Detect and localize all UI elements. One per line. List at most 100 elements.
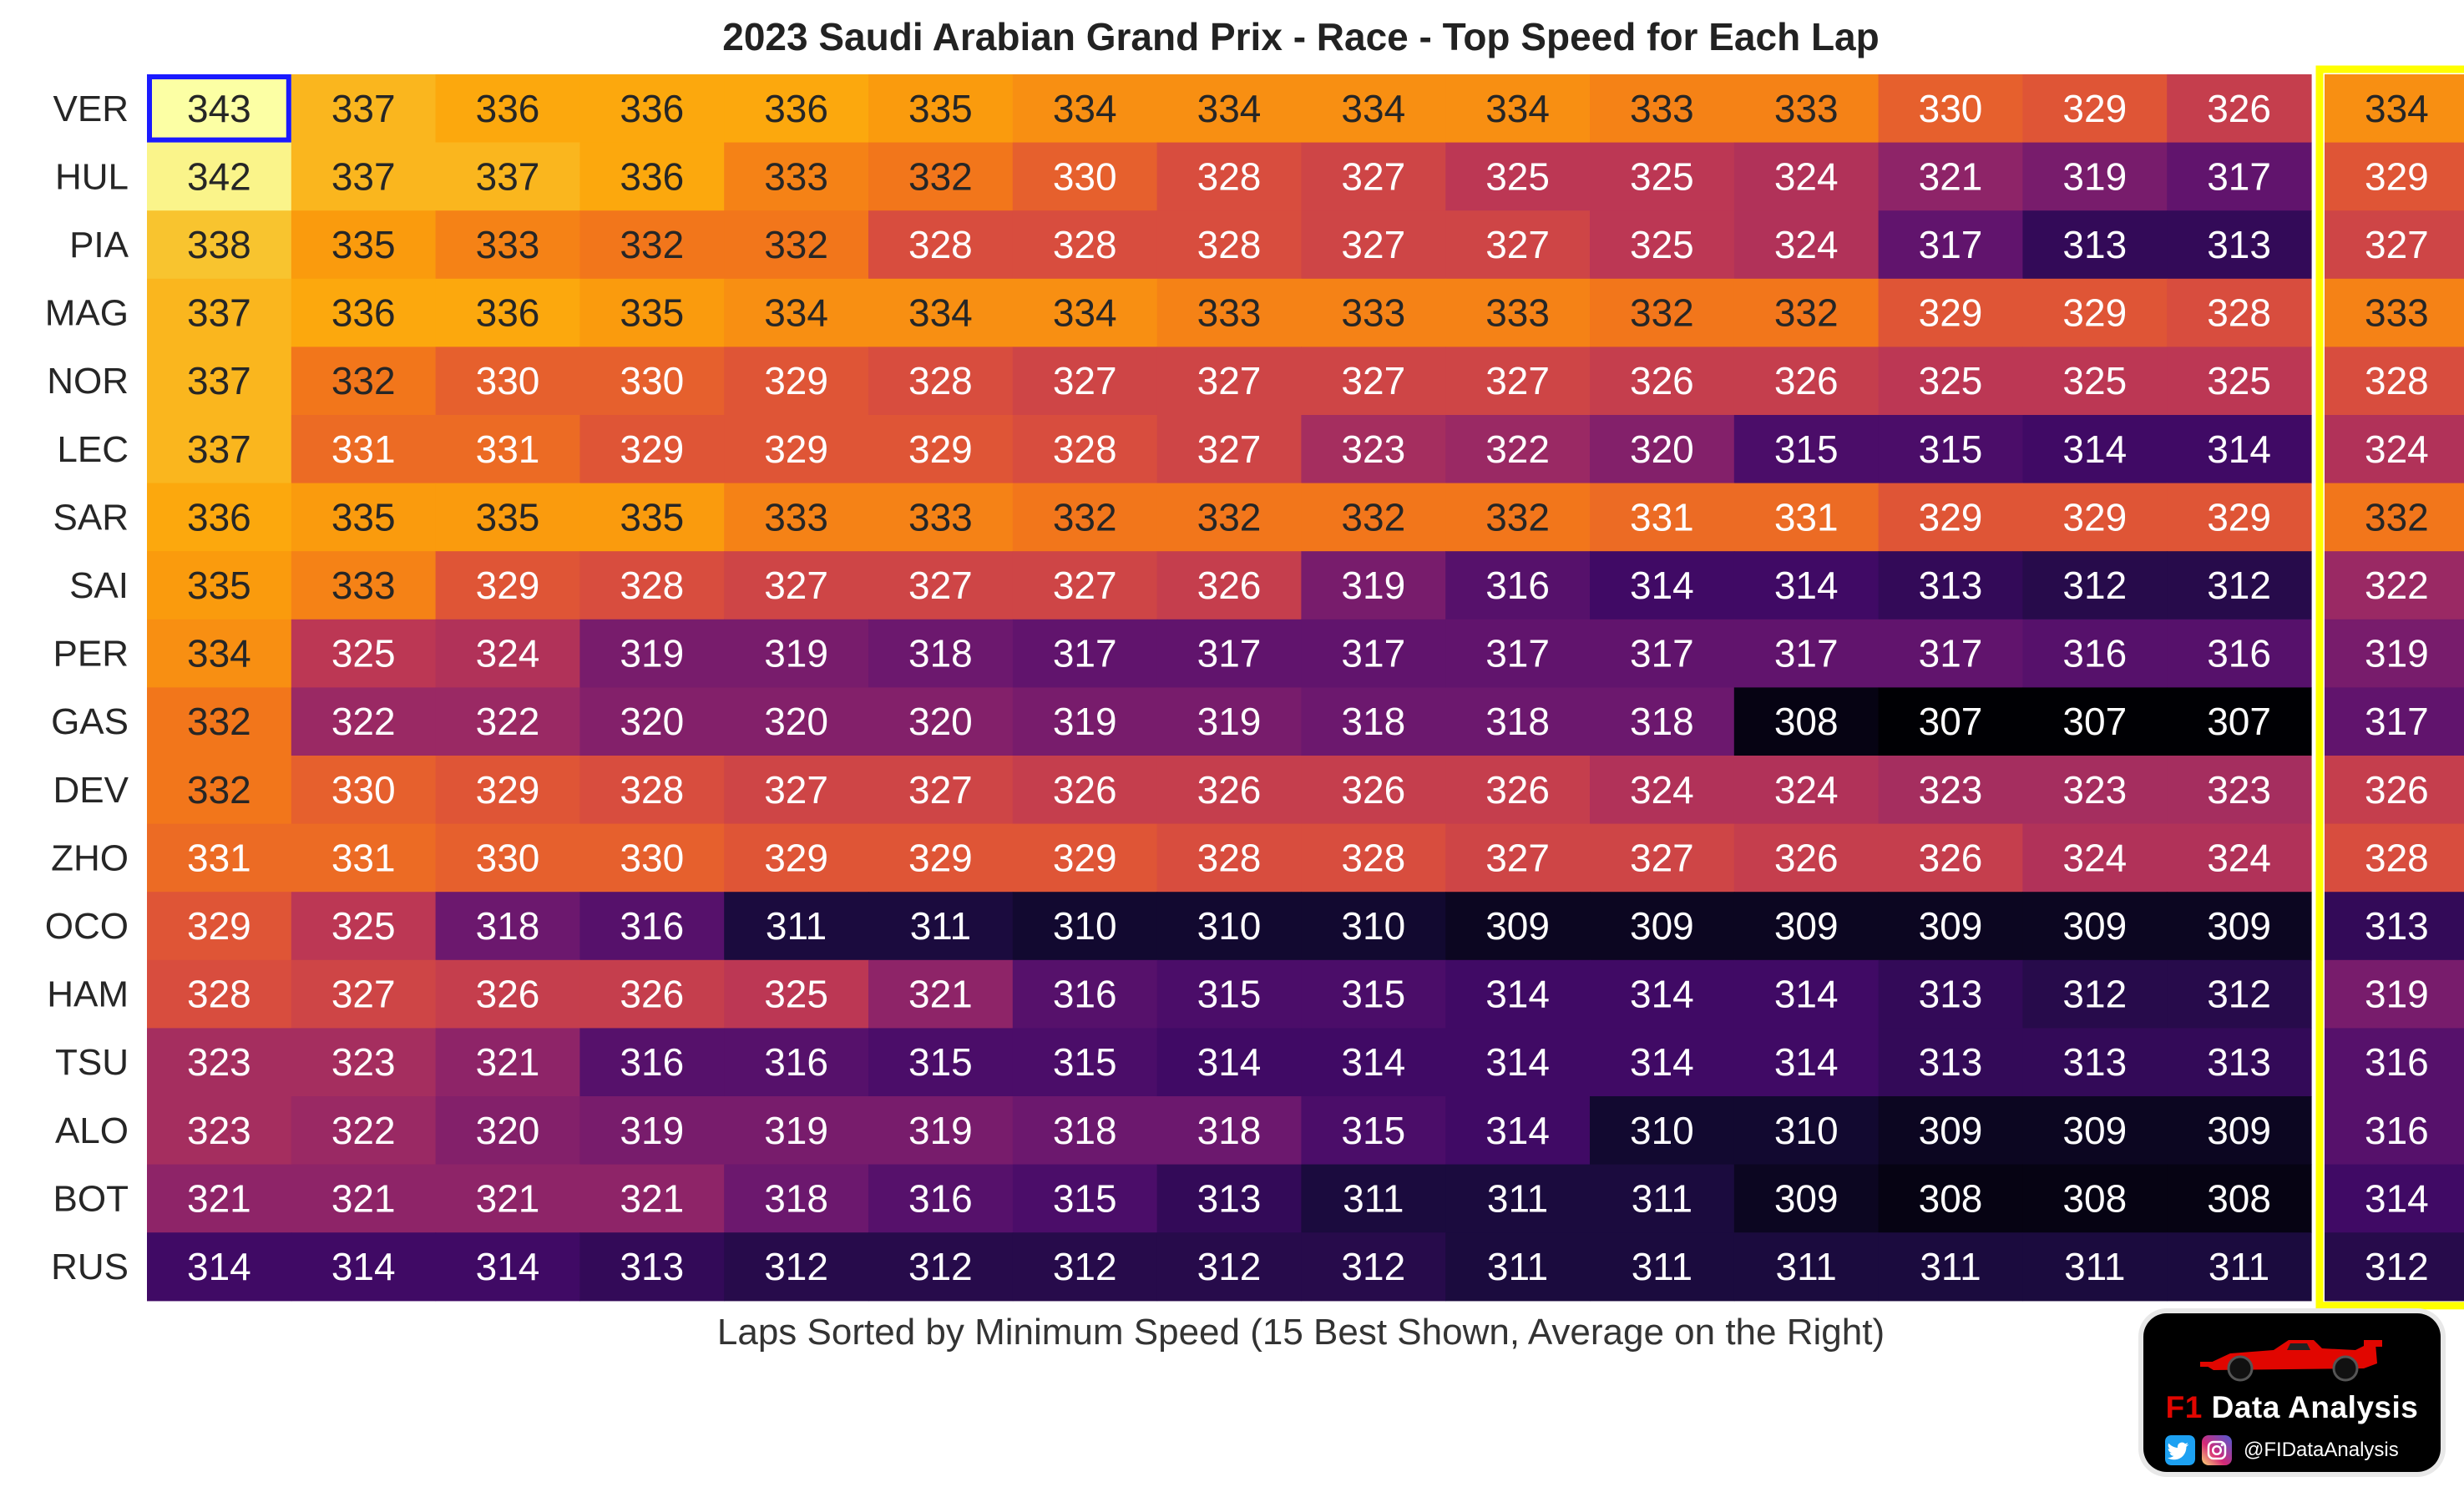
cell-value: 331 [1630,495,1694,539]
cell-value: 334 [908,291,973,335]
heatmap-cell [291,1028,437,1097]
average-cell [2325,756,2464,825]
cell-value: 314 [2062,427,2127,471]
cell-value: 324 [476,632,540,675]
heatmap-cell [868,1232,1014,1302]
cell-value: 316 [2207,632,2271,675]
heatmap-cell [1878,1232,2023,1302]
cell-value: 329 [2062,291,2127,335]
cell-value: 322 [1485,427,1550,471]
cell-value: 316 [2062,632,2127,675]
cell-value: 342 [187,154,251,198]
average-cell [2325,959,2464,1029]
average-value: 332 [2365,495,2429,539]
cell-value: 323 [187,1109,251,1152]
heatmap-cell [1733,551,1880,620]
heatmap-cell [1878,619,2023,688]
heatmap-cell [2022,959,2168,1029]
heatmap-cell [868,210,1014,280]
cell-value: 337 [476,154,540,198]
cell-value: 329 [2062,495,2127,539]
heatmap-cell [1445,551,1591,620]
heatmap-cell [291,278,437,347]
cell-value: 329 [908,427,973,471]
cell-value: 337 [187,291,251,335]
heatmap-cell [147,823,292,893]
cell-value: 318 [1197,1109,1262,1152]
cell-value: 329 [2062,87,2127,130]
average-value: 327 [2365,223,2429,266]
cell-value: 311 [1632,1176,1692,1220]
cell-value: 317 [1774,632,1839,675]
heatmap-cell [291,142,437,211]
cell-value: 331 [476,427,540,471]
cell-value: 332 [331,359,396,402]
heatmap-cell [147,551,292,620]
heatmap-cell [1733,210,1880,280]
cell-value: 314 [1630,564,1694,607]
heatmap-cell [1445,346,1591,416]
f1-data-analysis-logo: F1 Data Analysis @FIDataAnalysis [2143,1313,2441,1472]
heatmap-cell [579,892,725,961]
heatmap-cell [1301,210,1446,280]
cell-value: 332 [1774,291,1839,335]
heatmap-cell [868,823,1014,893]
cell-value: 328 [908,223,973,266]
average-value: 317 [2365,700,2429,743]
cell-value: 333 [476,223,540,266]
heatmap-cell [2022,619,2168,688]
cell-value: 343 [187,87,251,130]
cell-value: 327 [331,973,396,1016]
cell-value: 331 [187,836,251,879]
heatmap-cell [724,1096,869,1166]
cell-value: 327 [1341,154,1405,198]
logo-brand-name: Data Analysis [2202,1390,2419,1424]
heatmap-cell [1156,823,1302,893]
cell-value: 337 [331,87,396,130]
heatmap-cell [1733,1164,1880,1233]
heatmap-cell [1301,551,1446,620]
cell-value: 311 [910,904,971,948]
cell-value: 337 [187,359,251,402]
cell-value: 329 [764,359,828,402]
cell-value: 336 [331,291,396,335]
heatmap-cell [1156,278,1302,347]
cell-value: 317 [1919,632,1983,675]
cell-value: 321 [331,1176,396,1220]
heatmap-cell [2167,823,2312,893]
average-cell [2325,687,2464,756]
heatmap-cell [579,1028,725,1097]
heatmap-cell [1733,756,1880,825]
cell-value: 323 [331,1040,396,1084]
cell-value: 324 [1774,768,1839,812]
cell-value: 325 [1630,154,1694,198]
cell-value: 315 [1774,427,1839,471]
heatmap-cell [579,959,725,1029]
cell-value: 314 [187,1245,251,1288]
heatmap-cell [1733,278,1880,347]
heatmap-cell [2022,415,2168,484]
cell-value: 328 [620,768,684,812]
average-cell [2325,415,2464,484]
cell-value: 329 [2207,495,2271,539]
heatmap-cell [1445,1232,1591,1302]
cell-value: 319 [1053,700,1117,743]
cell-value: 311 [766,904,827,948]
cell-value: 329 [620,427,684,471]
heatmap-cell [1590,74,1735,144]
cell-value: 329 [1919,291,1983,335]
cell-value: 335 [331,223,396,266]
cell-value: 311 [1343,1176,1404,1220]
cell-value: 310 [1774,1109,1839,1152]
heatmap-cell [579,210,725,280]
heatmap-cell [1012,892,1158,961]
heatmap-cell [1445,892,1591,961]
cell-value: 308 [2207,1176,2271,1220]
heatmap-cell [1156,1096,1302,1166]
heatmap-cell [1878,1096,2023,1166]
heatmap-cell [868,619,1014,688]
cell-value: 313 [1197,1176,1262,1220]
cell-value: 310 [1341,904,1405,948]
row-labels: VER HUL PIA MAG NOR LEC SAR SAI PER GAS DEV ZHO OCO H… [45,89,129,1287]
heatmap-cell [579,483,725,552]
